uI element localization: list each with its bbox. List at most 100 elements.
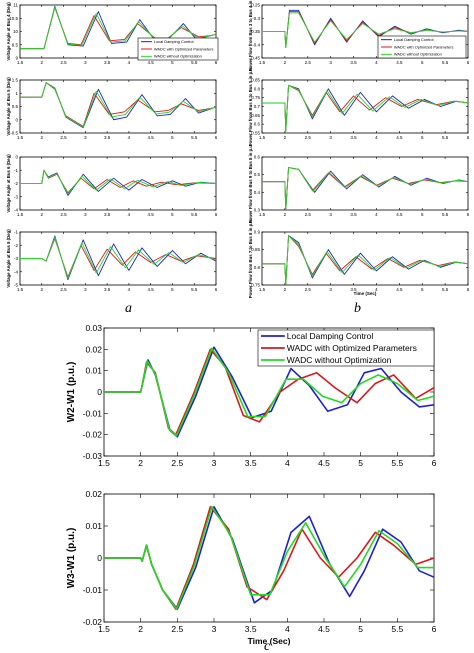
y-tick-label: -4 (14, 269, 18, 274)
y-tick-label: 0.8 (254, 265, 261, 270)
x-tick-label: 3 (329, 135, 332, 140)
x-tick-label: 2.5 (305, 212, 312, 217)
panel-letter-a: a (125, 301, 132, 316)
x-tick-label: 5 (421, 135, 424, 140)
x-axis-label: Time (Sec) (354, 291, 377, 296)
series-line-wadc-without-optimization (20, 236, 216, 279)
y-tick-label: -0.5 (10, 131, 18, 136)
x-tick-label: 2.5 (60, 135, 67, 140)
y-tick-label: 0.03 (85, 323, 102, 333)
x-tick-label: 2 (284, 60, 287, 65)
x-tick-label: 1.5 (17, 212, 24, 217)
x-tick-label: 3 (329, 287, 332, 292)
x-tick-label: 2 (41, 60, 44, 65)
y-tick-label: 0.3 (254, 208, 261, 213)
legend-entry: WADC with Optimized Parameters (394, 44, 454, 49)
y-tick-label: 0.7 (254, 104, 261, 109)
y-tick-label: -0.4 (252, 42, 260, 47)
x-tick-label: 2 (284, 287, 287, 292)
y-tick-label: 0.02 (85, 489, 102, 499)
panel-letter-b: b (354, 301, 361, 316)
x-tick-label: 4.5 (318, 624, 330, 634)
x-tick-label: 3.5 (350, 135, 357, 140)
x-tick-label: 4.5 (396, 60, 403, 65)
x-tick-label: 6 (215, 287, 218, 292)
y-tick-label: -0.45 (250, 56, 261, 61)
y-axis-label: Power Flow from Bus 7 to Bus 8 in p.u. (248, 219, 253, 299)
chart-b1: 1.5 2 2.5 3 3.5 4 4.5 5 5.5 6 -0.45 -0.4 -0.35 -0.3 -0… (248, 0, 470, 71)
x-tick-label: 5.5 (191, 287, 198, 292)
x-tick-label: 3.5 (350, 212, 357, 217)
x-tick-label: 4 (285, 624, 290, 634)
x-tick-label: 2.5 (171, 458, 183, 468)
legend-entry: WADC without Optimization (154, 54, 202, 59)
x-tick-label: 6 (215, 60, 218, 65)
x-tick-label: 3 (84, 212, 87, 217)
chart-a3: 1.5 2 2.5 3 3.5 4 4.5 5 5.5 6 -4 -3 -2 -1 0 Voltage Ang… (6, 154, 218, 217)
x-tick-label: 3 (329, 60, 332, 65)
x-tick-label: 4 (285, 458, 290, 468)
plot-area (19, 156, 217, 211)
y-axis-label: Power Flow from Bus 6 to Bus 5 in p.u. (248, 67, 253, 147)
x-tick-label: 4.5 (396, 135, 403, 140)
x-tick-label: 3.5 (350, 287, 357, 292)
y-tick-label: 0.01 (85, 521, 102, 531)
x-tick-label: 2 (138, 624, 143, 634)
legend-entry: Local Damping Control (287, 331, 374, 341)
chart-a1: 1.5 2 2.5 3 3.5 4 4.5 5 5.5 6 9 9.5 10 10.5 11Voltage … (6, 2, 219, 65)
x-tick-label: 2 (284, 212, 287, 217)
x-tick-label: 1.5 (259, 135, 266, 140)
legend-entry: WADC with Optimized Parameters (287, 343, 417, 353)
x-tick-label: 5.5 (391, 624, 403, 634)
legend: Local Damping Control WADC with Optimized… (257, 329, 435, 367)
series-line-wadc-without-optimization (20, 169, 216, 195)
x-tick-label: 1.5 (17, 287, 24, 292)
x-tick-label: 1.5 (259, 60, 266, 65)
y-tick-label: -4 (14, 208, 18, 213)
x-tick-label: 3.5 (104, 135, 111, 140)
x-tick-label: 1.5 (259, 212, 266, 217)
plot-area (103, 493, 435, 623)
x-tick-label: 3 (84, 60, 87, 65)
x-tick-label: 3.5 (104, 287, 111, 292)
y-tick-label: 0.5 (254, 172, 261, 177)
chart-b2: 1.5 2 2.5 3 3.5 4 4.5 5 5.5 6 0.55 0.6 0.65 0.7 0.75 0.… (248, 67, 470, 147)
x-tick-label: 4.5 (148, 287, 155, 292)
chart-c2: 1.5 2 2.5 3 3.5 4 4.5 5 5.5 6 -0.02 -0.01 0 0.01 0.02 W… (66, 489, 437, 646)
x-tick-label: 6 (467, 287, 470, 292)
y-tick-label: 0.85 (251, 247, 260, 252)
legend-box (257, 329, 435, 367)
y-tick-label: 0.5 (12, 104, 19, 109)
legend-entry: Local Damping Control (154, 39, 194, 44)
y-tick-label: 9 (15, 56, 18, 61)
x-tick-label: 4.5 (148, 135, 155, 140)
x-tick-label: 4 (375, 212, 378, 217)
x-tick-label: 1.5 (98, 624, 110, 634)
series-line-wadc-without-optimization (262, 84, 468, 132)
series-line-wadc-without-optimization (20, 6, 216, 50)
x-tick-label: 5.5 (191, 135, 198, 140)
x-tick-label: 5.5 (191, 212, 198, 217)
x-tick-label: 3 (84, 135, 87, 140)
y-axis-label: W2-W1 (p.u.) (66, 362, 77, 423)
y-tick-label: -0.02 (83, 617, 103, 627)
x-tick-label: 4.5 (396, 212, 403, 217)
series-line-wadc-without-optimization (104, 506, 434, 610)
y-tick-label: -2 (14, 243, 18, 248)
y-axis-label: Power Flow from Bus 3 to Bus 4 in p.u. (248, 0, 253, 71)
chart-panels: 1.5 2 2.5 3 3.5 4 4.5 5 5.5 699.51010.511Voltage … (6, 0, 470, 646)
x-tick-label: 2 (284, 135, 287, 140)
chart-c1: 1.5 2 2.5 3 3.5 4 4.5 5 5.5 6 -0.03 -0.02 -0.01 0 0.01… (66, 323, 437, 468)
y-tick-label: -5 (14, 283, 18, 288)
y-tick-label: -0.35 (250, 29, 261, 34)
y-tick-label: 0.85 (251, 78, 260, 83)
chart-b4: 1.5 2 2.5 3 3.5 4 4.5 5 5.5 6 0.75 0.8 0.85 0.9Power … (248, 219, 470, 299)
series-line-wadc-without-optimization (262, 12, 468, 48)
y-tick-label: -0.02 (83, 430, 103, 440)
y-tick-label: 0.75 (251, 95, 260, 100)
y-axis-label: Voltage Angle at Bus 5 (Deg) (6, 77, 11, 136)
y-tick-label: 0 (97, 387, 102, 397)
x-tick-label: 5 (358, 458, 363, 468)
x-tick-label: 1.5 (17, 60, 24, 65)
